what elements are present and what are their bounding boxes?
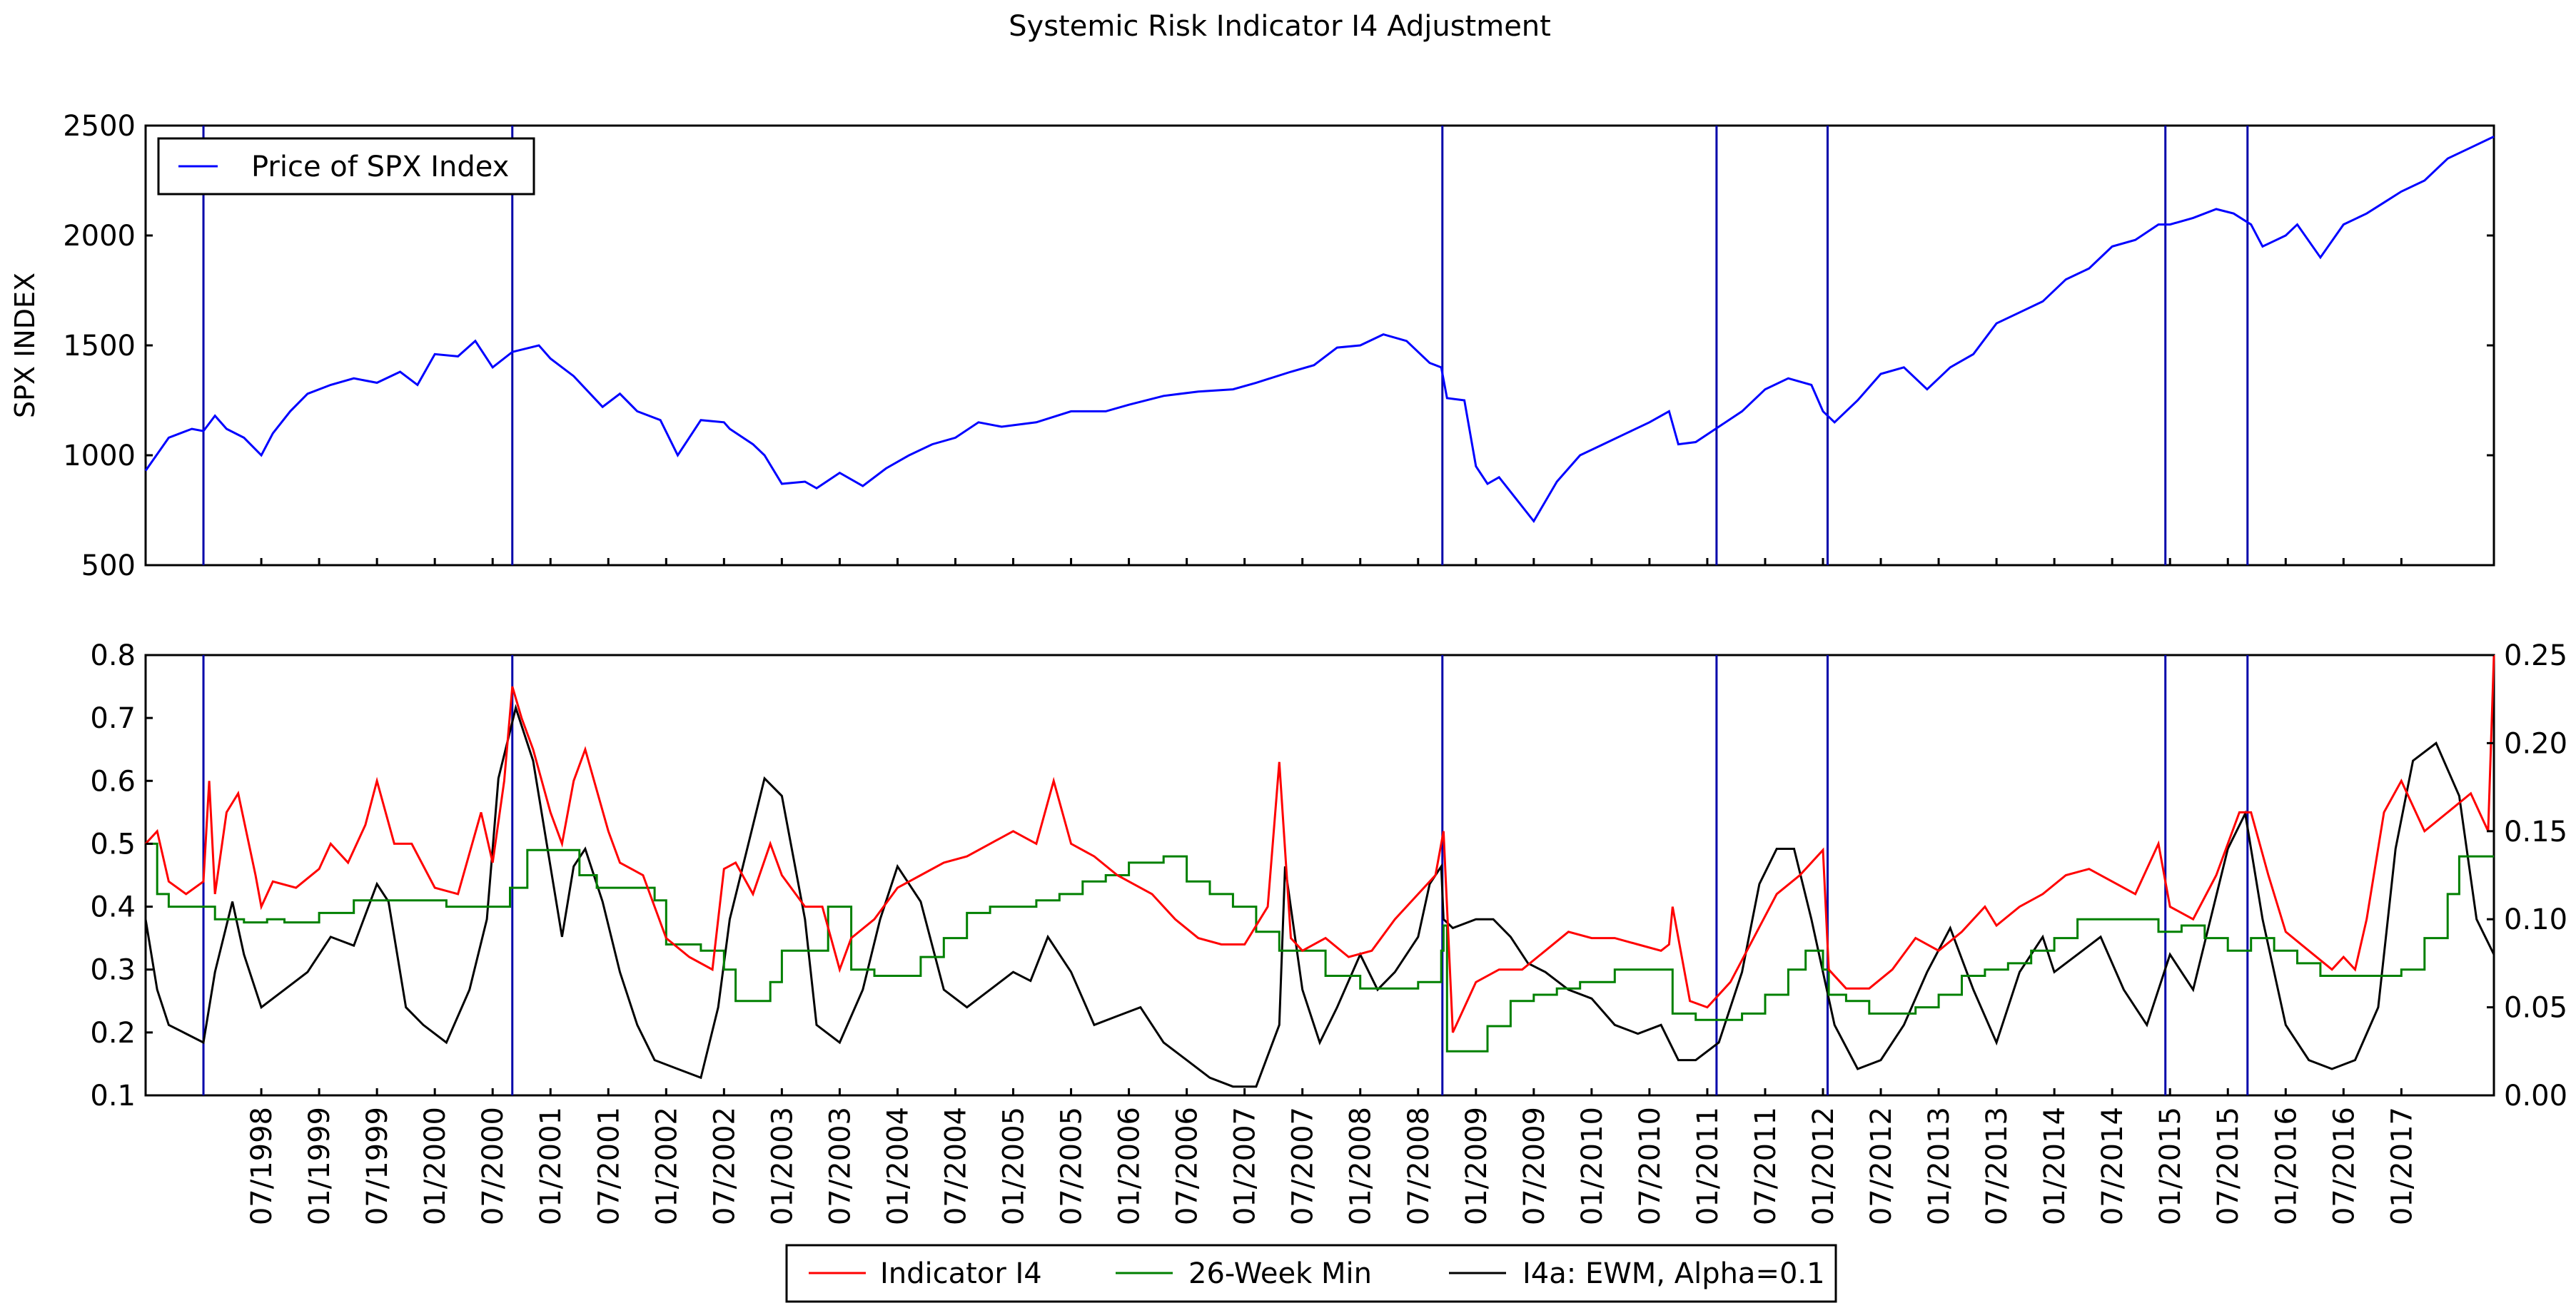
bottom-right-y-axis: 0.00 0.05 0.10 0.15 0.20 0.25	[2487, 639, 2567, 1112]
bottom-x-tick-label: 01/1999	[303, 1107, 336, 1225]
bottom-x-tick-label: 07/2016	[2328, 1107, 2360, 1225]
bottom-y2-tick-label: 0.10	[2504, 903, 2567, 936]
spx-price-line	[144, 136, 2495, 524]
bottom-x-tick-label: 01/2010	[1576, 1107, 1609, 1225]
legend-label-indicator-i4: Indicator I4	[880, 1257, 1042, 1290]
top-y-tick-label: 2000	[63, 220, 136, 253]
bottom-x-tick-label: 01/2001	[535, 1107, 567, 1225]
bottom-x-tick-label: 01/2017	[2385, 1107, 2418, 1225]
bottom-x-tick-label: 07/2014	[2096, 1107, 2129, 1225]
bottom-x-tick-label: 01/2012	[1807, 1107, 1840, 1225]
bottom-legend: Indicator I4 26-Week Min I4a: EWM, Alpha…	[785, 1244, 1837, 1303]
bottom-x-tick-label: 07/2004	[940, 1107, 973, 1225]
top-y-axis-label: SPX INDEX	[9, 273, 41, 418]
bottom-y2-tick-label: 0.20	[2504, 727, 2567, 760]
bottom-x-tick-label: 07/2011	[1749, 1107, 1782, 1225]
top-legend-box	[157, 137, 535, 196]
top-y-tick-label: 1500	[63, 330, 136, 363]
bottom-x-tick-label: 07/2010	[1634, 1107, 1667, 1225]
bottom-y2-tick-label: 0.00	[2504, 1080, 2567, 1112]
top-y-axis: 500 1000 1500 2000 2500	[63, 110, 2494, 582]
bottom-y-tick-label: 0.5	[90, 828, 136, 861]
bottom-panel: 0.1 0.2 0.3 0.4 0.5 0.6 0.7 0.8 0.00 0.05 0.10 0.1…	[90, 558, 2567, 1225]
figure-title: Systemic Risk Indicator I4 Adjustment	[1009, 10, 1551, 43]
bottom-x-tick-label: 07/2002	[708, 1107, 741, 1225]
bottom-x-tick-label: 07/2000	[477, 1107, 510, 1225]
bottom-y-tick-label: 0.2	[90, 1017, 136, 1050]
bottom-x-tick-label: 07/2009	[1518, 1107, 1551, 1225]
bottom-x-tick-label: 01/2002	[650, 1107, 683, 1225]
bottom-legend-box	[785, 1244, 1837, 1303]
bottom-x-tick-label: 07/2015	[2212, 1107, 2245, 1225]
bottom-x-tick-label: 01/2000	[419, 1107, 452, 1225]
bottom-x-tick-label: 07/2008	[1403, 1107, 1435, 1225]
bottom-y-tick-label: 0.3	[90, 954, 136, 987]
top-y-tick-label: 500	[81, 549, 136, 582]
bottom-x-tick-label: 07/1998	[246, 1107, 278, 1225]
bottom-x-tick-label: 01/2006	[1113, 1107, 1146, 1225]
bottom-x-tick-label: 07/2006	[1171, 1107, 1204, 1225]
bottom-y-tick-label: 0.4	[90, 891, 136, 924]
bottom-x-tick-label: 01/2013	[1923, 1107, 1956, 1225]
bottom-y-tick-label: 0.6	[90, 765, 136, 798]
bottom-x-tick-label: 01/2004	[882, 1107, 914, 1225]
bottom-x-tick-label: 07/2003	[824, 1107, 857, 1225]
bottom-y2-tick-label: 0.05	[2504, 992, 2567, 1025]
bottom-left-y-axis: 0.1 0.2 0.3 0.4 0.5 0.6 0.7 0.8	[90, 639, 153, 1112]
indicator-i4-line	[144, 654, 2495, 1033]
bottom-y-tick-label: 0.8	[90, 639, 136, 672]
bottom-x-tick-label: 07/2005	[1056, 1107, 1089, 1225]
bottom-y2-tick-label: 0.25	[2504, 639, 2567, 672]
bottom-x-tick-label: 01/2014	[2039, 1107, 2071, 1225]
bottom-x-tick-label: 01/2003	[766, 1107, 799, 1225]
bottom-x-tick-label: 07/2012	[1865, 1107, 1898, 1225]
bottom-y-tick-label: 0.1	[90, 1080, 136, 1112]
bottom-x-tick-label: 07/2007	[1287, 1107, 1320, 1225]
ewm-line	[144, 704, 2495, 1088]
legend-label-spx: Price of SPX Index	[251, 151, 509, 183]
bottom-x-tick-label: 01/2009	[1460, 1107, 1493, 1225]
top-y-tick-label: 1000	[63, 440, 136, 472]
top-panel: 500 1000 1500 2000 2500 SPX INDEX Price of S…	[9, 110, 2495, 582]
legend-label-ewm: I4a: EWM, Alpha=0.1	[1522, 1257, 1825, 1290]
bottom-plot-area	[144, 654, 2495, 1097]
bottom-x-tick-label: 01/2015	[2154, 1107, 2187, 1225]
bottom-y2-tick-label: 0.15	[2504, 816, 2567, 848]
bottom-x-tick-label: 01/2011	[1692, 1107, 1724, 1225]
bottom-x-tick-label: 07/1999	[361, 1107, 394, 1225]
bottom-x-tick-label: 01/2008	[1345, 1107, 1378, 1225]
bottom-y-tick-label: 0.7	[90, 702, 136, 735]
bottom-x-tick-label: 07/2013	[1981, 1107, 2014, 1225]
bottom-x-axis: 07/1998 01/1999 07/1999 01/2000 07/2000 01/20…	[246, 558, 2418, 1225]
bottom-x-tick-label: 01/2016	[2270, 1107, 2303, 1225]
bottom-x-tick-label: 07/2001	[592, 1107, 625, 1225]
bottom-x-tick-label: 01/2007	[1229, 1107, 1262, 1225]
bottom-x-tick-label: 01/2005	[998, 1107, 1031, 1225]
top-event-lines	[202, 126, 2249, 565]
legend-label-26-week-min: 26-Week Min	[1188, 1257, 1372, 1290]
top-legend: Price of SPX Index	[157, 137, 535, 196]
top-y-tick-label: 2500	[63, 110, 136, 143]
26-week-min-line	[146, 842, 2494, 1053]
